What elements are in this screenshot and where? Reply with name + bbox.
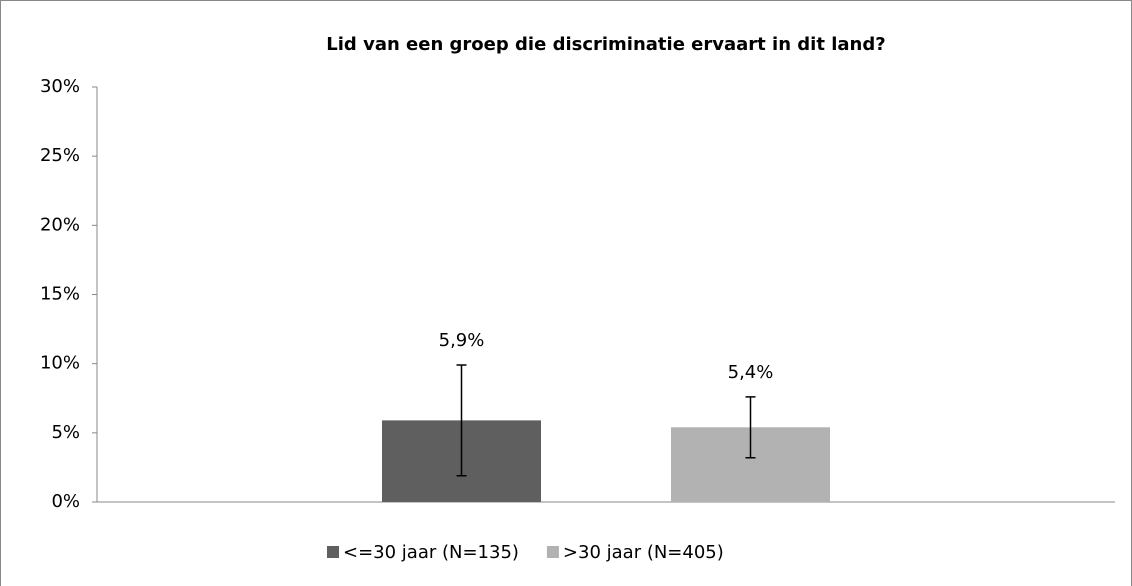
y-tick-label: 20% — [40, 214, 80, 235]
y-tick-label: 15% — [40, 284, 80, 305]
y-tick-label: 0% — [51, 491, 80, 512]
y-tick-label: 10% — [40, 353, 80, 374]
y-tick-label: 25% — [40, 145, 80, 166]
legend-label: >30 jaar (N=405) — [563, 542, 724, 563]
error-bar — [456, 364, 467, 477]
y-tick-label: 5% — [51, 422, 80, 443]
data-label: 5,4% — [728, 362, 774, 383]
legend-swatch — [327, 546, 339, 558]
legend-label: <=30 jaar (N=135) — [343, 542, 519, 563]
legend-swatch — [546, 546, 559, 558]
chart-title: Lid van een groep die discriminatie erva… — [326, 34, 885, 55]
data-label: 5,9% — [439, 330, 485, 351]
error-bar — [745, 396, 756, 459]
y-tick-label: 30% — [40, 76, 80, 97]
